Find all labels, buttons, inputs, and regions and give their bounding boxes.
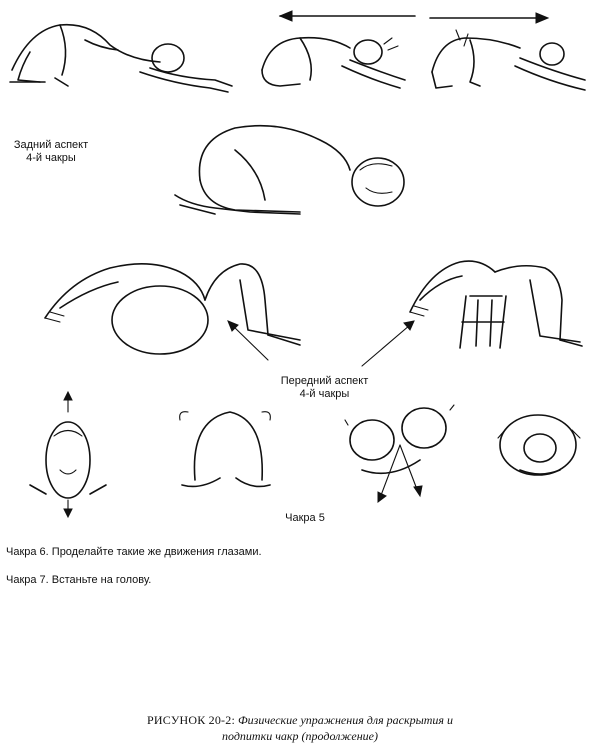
back-aspect-label: Задний аспект 4-й чакры bbox=[13, 139, 89, 164]
exercise-illustrations bbox=[9, 10, 586, 519]
figure-back-aspect-pose bbox=[174, 124, 405, 215]
figure-head-tilt-view bbox=[344, 404, 455, 503]
chakra5-label: Чакра 5 bbox=[285, 512, 325, 524]
figure-label: РИСУНОК 20-2: bbox=[147, 713, 235, 727]
figure-head-back-view bbox=[179, 411, 271, 488]
illustration-area bbox=[9, 10, 586, 519]
figure-head-circle-view bbox=[497, 414, 581, 476]
front-aspect-label: Передний аспект 4-й чакры bbox=[280, 375, 369, 400]
figure-stretch-pose-3 bbox=[429, 12, 586, 91]
figure-front-aspect-ball bbox=[44, 263, 301, 355]
chakra7-note: Чакра 7. Встаньте на голову. bbox=[6, 574, 152, 586]
figure-stretch-pose-2 bbox=[261, 10, 416, 89]
caption-text-line-1: Физические упражнения для раскрытия и bbox=[237, 713, 453, 727]
figure-caption: РИСУНОК 20-2: Физические упражнения для … bbox=[100, 712, 500, 744]
figure-stretch-pose-1 bbox=[9, 23, 233, 93]
figure-head-top-view bbox=[29, 390, 107, 519]
caption-line-1: РИСУНОК 20-2: Физические упражнения для … bbox=[100, 712, 500, 728]
chakra6-note: Чакра 6. Проделайте такие же движения гл… bbox=[6, 546, 262, 558]
figure-front-aspect-stool bbox=[409, 260, 583, 349]
caption-text-line-2: подпитки чакр (продолжение) bbox=[222, 729, 378, 743]
